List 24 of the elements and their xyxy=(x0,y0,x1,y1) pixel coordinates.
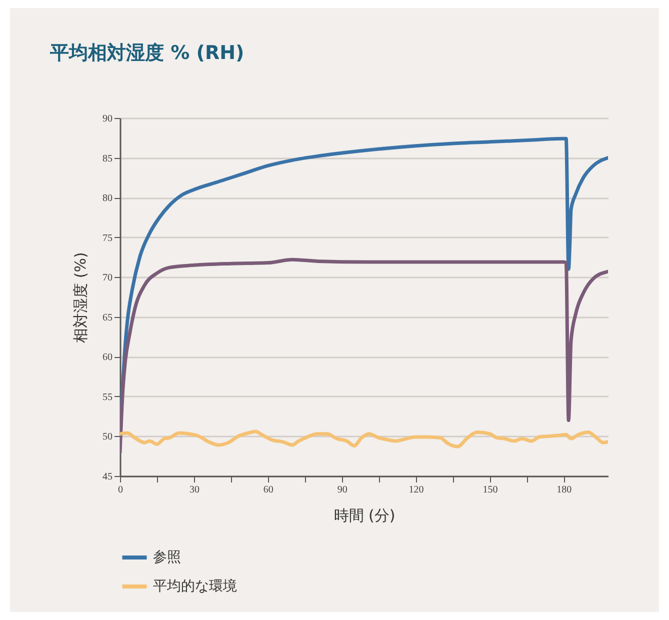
x-axis-title: 時間 (分) xyxy=(334,506,396,524)
y-tick-label: 80 xyxy=(102,193,112,204)
y-tick-label: 60 xyxy=(102,352,112,364)
chart-title: 平均相対湿度 % (RH) xyxy=(49,42,244,64)
y-tick-label: 55 xyxy=(102,392,112,403)
line-series xyxy=(120,430,608,448)
x-tick-label: 30 xyxy=(189,484,200,496)
x-tick-label: 0 xyxy=(118,484,123,496)
legend-label: 参照 xyxy=(153,550,181,566)
y-tick-label: 65 xyxy=(102,312,112,324)
y-tick-label: 90 xyxy=(102,114,112,124)
line-series xyxy=(120,258,608,454)
x-tick-label: 150 xyxy=(482,484,498,496)
y-axis-title: 相対湿度 (%) xyxy=(72,252,90,343)
y-tick-label: 75 xyxy=(102,232,112,244)
y-tick-label: 70 xyxy=(102,272,112,284)
legend-label: 平均的な環境 xyxy=(153,578,237,594)
y-tick-label: 45 xyxy=(102,472,112,482)
y-tick-label: 85 xyxy=(102,153,112,164)
x-tick-label: 120 xyxy=(408,484,424,496)
x-tick-label: 60 xyxy=(263,484,274,496)
x-tick-label: 180 xyxy=(556,484,572,496)
y-tick-label: 50 xyxy=(102,432,112,443)
x-tick-label: 90 xyxy=(337,484,348,496)
